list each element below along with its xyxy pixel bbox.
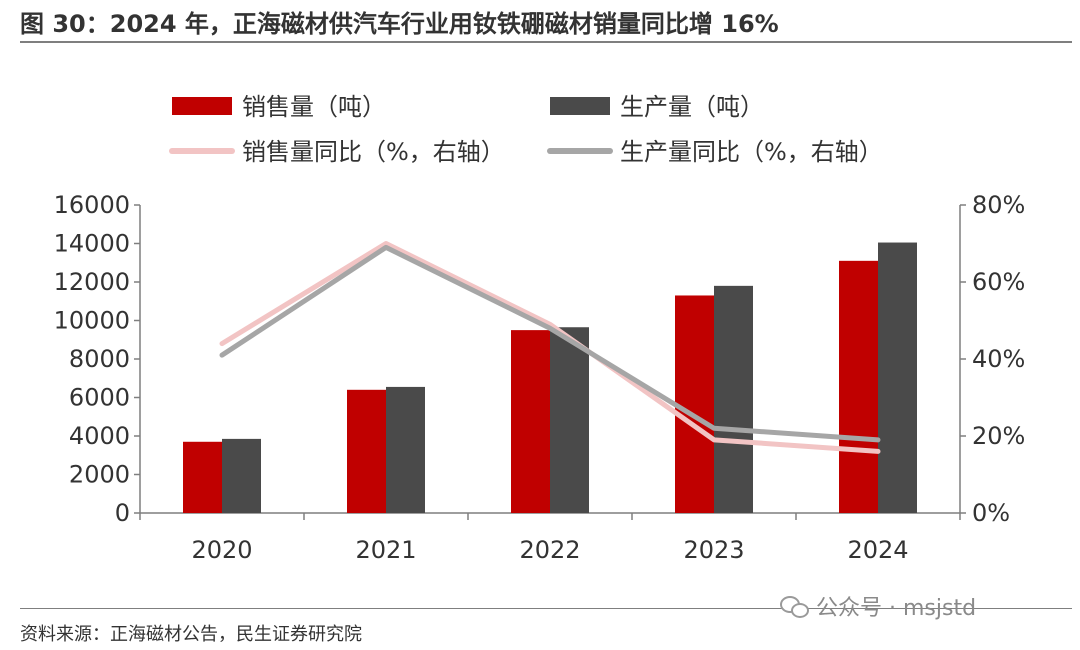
- production-bar: [878, 242, 917, 513]
- left-tick-label: 10000: [54, 307, 130, 335]
- sales-yoy-line: [219, 241, 881, 454]
- production-bar: [550, 327, 589, 513]
- left-tick-label: 2000: [69, 461, 130, 489]
- right-tick-label: 20%: [972, 422, 1025, 450]
- right-tick-label: 80%: [972, 191, 1025, 219]
- sales-bar: [347, 389, 386, 513]
- sales-bar: [839, 260, 878, 513]
- legend-production-swatch: [550, 97, 610, 115]
- right-tick-label: 60%: [972, 268, 1025, 296]
- left-tick-label: 6000: [69, 384, 130, 412]
- legend-production-yoy-label: 生产量同比（%，右轴）: [620, 138, 883, 166]
- source-rule: [20, 608, 1072, 609]
- bars: [183, 242, 917, 513]
- production-bar: [386, 386, 425, 513]
- left-tick-label: 14000: [54, 230, 130, 258]
- sales-bar: [183, 441, 222, 513]
- left-tick-label: 12000: [54, 268, 130, 296]
- legend-sales-swatch: [172, 97, 232, 115]
- right-tick-label: 40%: [972, 345, 1025, 373]
- left-tick-label: 16000: [54, 191, 130, 219]
- left-tick-label: 4000: [69, 422, 130, 450]
- title-rule: [20, 41, 1072, 43]
- left-axis: 0 2000 4000 6000 8000 10000 12000 14000 16000: [54, 191, 141, 527]
- production-bar: [714, 285, 753, 513]
- source-note: 资料来源：正海磁材公告，民生证券研究院: [20, 624, 362, 645]
- right-axis: 0% 20% 40% 60% 80%: [959, 191, 1025, 527]
- legend-sales-yoy-label: 销售量同比（%，右轴）: [242, 138, 505, 166]
- x-axis: 2020 2021 2022 2023 2024: [139, 512, 961, 564]
- x-tick-label: 2022: [519, 536, 580, 564]
- legend-sales-label: 销售量（吨）: [242, 93, 386, 121]
- x-tick-label: 2021: [355, 536, 416, 564]
- sales-bar: [511, 330, 550, 513]
- left-tick-label: 0: [115, 499, 130, 527]
- sales-bar: [675, 295, 714, 513]
- watermark-text: 公众号 · msjstd: [816, 596, 977, 621]
- left-tick-label: 8000: [69, 345, 130, 373]
- x-tick-label: 2020: [191, 536, 252, 564]
- production-bar: [222, 438, 261, 513]
- lines: [219, 241, 881, 454]
- wechat-icon: [780, 595, 809, 618]
- production-yoy-line: [219, 244, 881, 443]
- right-tick-label: 0%: [972, 499, 1010, 527]
- x-tick-label: 2024: [847, 536, 908, 564]
- legend-production-label: 生产量（吨）: [620, 93, 764, 121]
- figure-title: 图 30：2024 年，正海磁材供汽车行业用钕铁硼磁材销量同比增 16%: [20, 10, 779, 38]
- legend: 销售量（吨） 生产量（吨） 销售量同比（%，右轴） 生产量同比（%，右轴）: [169, 93, 883, 166]
- watermark: 公众号 · msjstd: [780, 590, 976, 622]
- x-tick-label: 2023: [683, 536, 744, 564]
- chart: 销售量（吨） 生产量（吨） 销售量同比（%，右轴） 生产量同比（%，右轴） 0 2000…: [54, 93, 1026, 564]
